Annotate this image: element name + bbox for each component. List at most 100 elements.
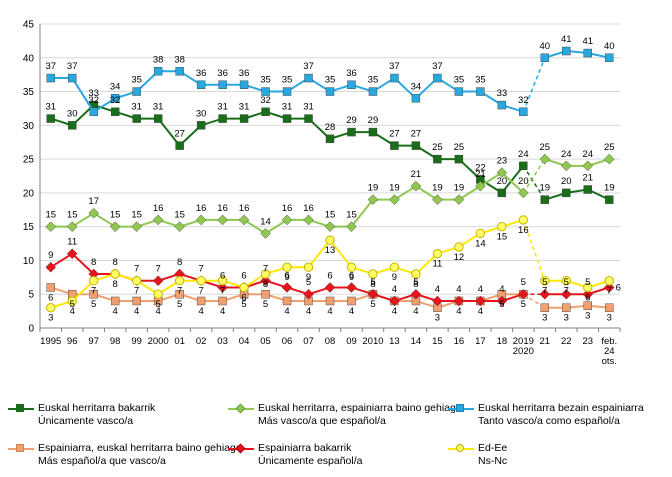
data-label: 7 [134,286,139,297]
x-tick-label: 98 [110,336,121,347]
data-point [174,276,185,286]
data-label: 4 [220,306,225,317]
data-label: 35 [325,75,336,86]
data-label: 15 [45,210,56,221]
data-label: 6 [241,292,246,303]
series-layer [45,46,615,313]
legend-item-mas-espanol: Espainiarra, euskal herritarra baino geh… [8,442,242,468]
legend-item-ns-nc: Ed-Ee Ns-Nc [448,442,507,468]
data-label: 35 [475,75,486,86]
data-point [432,295,443,307]
data-label: 4 [155,306,160,317]
data-label: 38 [153,54,164,65]
data-label: 5 [177,299,182,310]
legend-symbol [8,442,34,455]
data-label: 7 [198,286,203,297]
data-label: 8 [113,257,118,268]
data-point [497,100,507,110]
data-point [196,80,206,90]
data-label: 36 [196,68,207,79]
data-label: 4 [435,284,440,295]
x-tick-label: 2019 [513,336,534,347]
data-point [261,290,270,299]
data-label: 5 [521,299,526,310]
data-label: 27 [411,129,422,140]
data-label: 6 [327,270,332,281]
x-tick-label: 2020 [513,346,534,357]
data-label: 36 [217,68,228,79]
data-point [218,114,227,123]
series-gap-line [522,219,546,281]
legend-label: Ns-Nc [478,455,508,467]
data-point [518,288,529,300]
data-point [583,301,592,310]
data-label: 21 [411,169,422,180]
data-label: 41 [561,34,572,45]
data-label: 3 [435,313,440,324]
data-point [304,114,313,123]
data-label: 14 [260,216,271,227]
data-label: 14 [475,238,486,249]
x-tick-label: 97 [88,336,99,347]
x-tick-label: 14 [411,336,422,347]
data-point [410,180,422,192]
data-label: 8 [177,257,182,268]
data-point [282,262,292,272]
data-point [540,53,550,62]
data-point [131,221,142,232]
data-label: 28 [325,122,336,133]
data-point [153,114,163,123]
data-label: 7 [134,264,139,275]
line-chart: 1995 96 97 98 99 2000 01 02 03 04 05 06 07 08 09 2010 13… [23,20,621,368]
data-label: 25 [432,142,443,153]
data-point [325,87,335,96]
data-point [282,114,292,123]
data-point [67,296,77,306]
y-tick-label: 30 [23,121,35,132]
data-label: 31 [303,102,314,113]
data-point [110,269,120,279]
data-point [66,248,78,259]
data-point [497,188,507,198]
data-label: 23 [497,156,508,167]
series-line [544,286,610,296]
data-label: 8 [113,279,118,290]
data-label: 33 [88,88,99,99]
legend-symbol [228,442,254,455]
data-point [89,276,99,286]
data-label: 21 [475,169,486,180]
y-axis: 0 5 10 15 20 25 30 35 40 45 [23,20,41,335]
data-point [239,80,249,90]
data-label: 25 [454,142,465,153]
data-point [475,295,486,307]
data-point [152,275,164,286]
data-point [261,87,270,96]
data-label: 34 [411,81,422,92]
data-point [196,276,206,286]
data-label: 25 [604,142,615,153]
data-point [260,269,271,279]
data-label: 34 [110,81,121,92]
data-label: 11 [67,237,77,248]
data-label: 30 [67,108,78,119]
data-label: 25 [540,142,551,153]
data-label: 6 [241,270,246,281]
data-point [46,114,55,123]
data-label: 37 [389,61,400,72]
data-point [432,248,443,259]
data-label: 4 [70,306,75,317]
data-point [303,262,314,272]
data-point [152,214,164,226]
data-point [368,127,378,137]
data-point [110,107,120,117]
data-label: 19 [454,183,465,194]
data-label: 24 [582,149,593,160]
data-label: 29 [368,115,379,126]
data-point [217,282,228,293]
data-label: 31 [282,102,293,113]
data-point [454,242,464,252]
data-label: 37 [67,61,78,72]
data-label: 40 [540,41,551,52]
data-label: 15 [174,210,185,221]
data-label: 37 [303,61,314,72]
